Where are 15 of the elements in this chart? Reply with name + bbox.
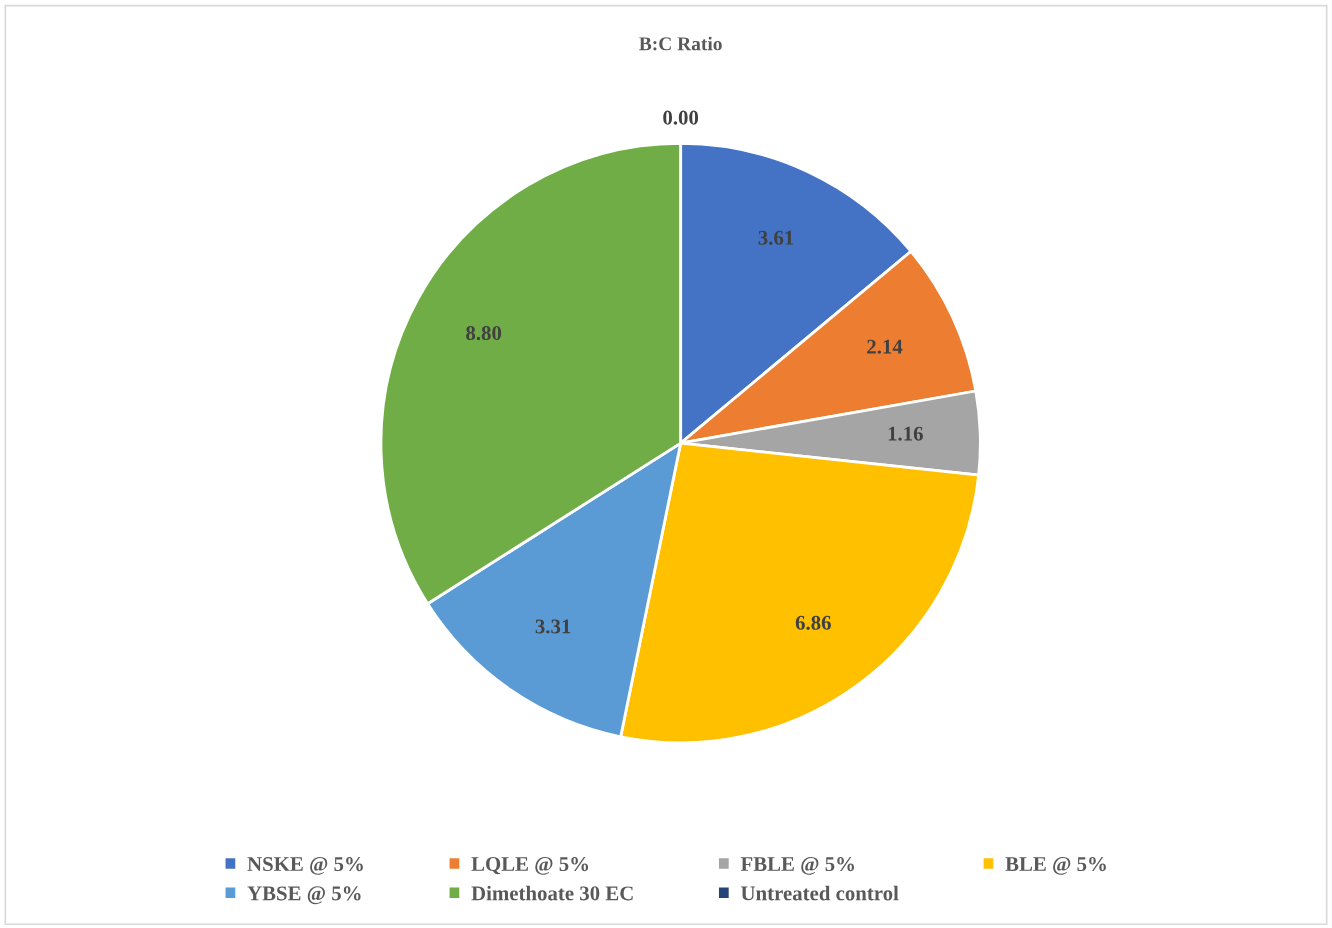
- legend-label: NSKE @ 5%: [247, 856, 363, 875]
- data-label: 3.31: [535, 619, 571, 634]
- legend-label: Dimethoate 30 EC: [471, 885, 633, 901]
- legend-label: LQLE @ 5%: [471, 856, 589, 875]
- data-label: 8.80: [466, 326, 502, 341]
- data-label: 1.16: [888, 426, 923, 441]
- text: 0.00: [663, 110, 699, 125]
- chart-title: B:C Ratio: [639, 36, 722, 51]
- legend-label: Untreated control: [741, 885, 899, 901]
- data-label: 3.61: [758, 230, 794, 245]
- data-label: 6.86: [795, 615, 831, 630]
- legend-label: FBLE @ 5%: [740, 856, 855, 875]
- data-label: 2.14: [867, 339, 903, 354]
- legend-label: YBSE @ 5%: [247, 886, 361, 905]
- legend-label: BLE @ 5%: [1005, 856, 1106, 875]
